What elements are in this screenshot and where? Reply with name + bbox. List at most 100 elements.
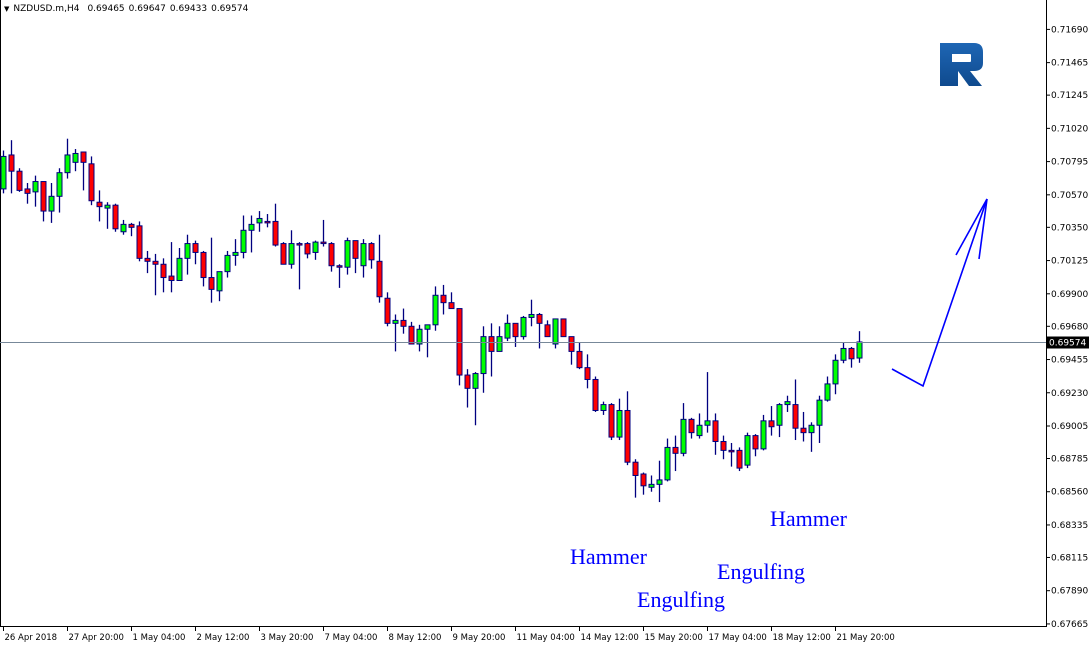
y-tick-label: 0.71690 bbox=[1051, 25, 1088, 35]
candle bbox=[144, 250, 151, 274]
chart-header: ▼ NZDUSD.m,H4 0.69465 0.69647 0.69433 0.… bbox=[4, 4, 248, 14]
candle bbox=[352, 240, 359, 274]
bear-candle-body bbox=[440, 294, 447, 304]
annotation-hammer-1: Hammer bbox=[570, 544, 647, 569]
candle bbox=[800, 411, 807, 442]
x-tick-label: 8 May 12:00 bbox=[389, 633, 442, 643]
candle bbox=[208, 237, 215, 303]
candle bbox=[96, 190, 103, 222]
dropdown-triangle-icon[interactable]: ▼ bbox=[4, 5, 10, 13]
candle bbox=[120, 219, 127, 235]
candle bbox=[40, 181, 47, 222]
bear-candle-body bbox=[8, 154, 15, 172]
candle bbox=[536, 312, 543, 349]
bull-candle-body bbox=[744, 435, 751, 466]
bear-candle-body bbox=[336, 265, 343, 268]
bear-candle-body bbox=[320, 241, 327, 245]
y-tick-label: 0.69900 bbox=[1051, 290, 1088, 300]
x-tick-label: 7 May 04:00 bbox=[325, 633, 378, 643]
bull-candle-body bbox=[552, 318, 559, 345]
forecast-arrow bbox=[891, 198, 988, 388]
candle bbox=[200, 250, 207, 287]
candle bbox=[288, 230, 295, 269]
candle bbox=[112, 203, 119, 232]
annotation-hammer-2: Hammer bbox=[770, 506, 847, 531]
candles-layer bbox=[0, 138, 863, 503]
bear-candle-body bbox=[752, 435, 759, 450]
bear-candle-body bbox=[536, 313, 543, 324]
candle bbox=[256, 211, 263, 232]
candle bbox=[304, 242, 311, 259]
candle bbox=[480, 326, 487, 393]
y-tick-label: 0.71020 bbox=[1051, 124, 1088, 134]
y-axis: 0.71690 0.71465 0.71245 0.71020 0.70795 0.705… bbox=[1046, 25, 1089, 630]
forecast-arrow-path bbox=[891, 198, 988, 388]
bear-candle-body bbox=[368, 243, 375, 261]
y-tick-label: 0.68785 bbox=[1051, 454, 1088, 464]
candle bbox=[264, 214, 271, 228]
candle bbox=[808, 422, 815, 452]
bull-candle-body bbox=[240, 229, 247, 253]
low-value: 0.69433 bbox=[169, 4, 208, 14]
bull-candle-body bbox=[528, 313, 535, 318]
bear-candle-body bbox=[384, 297, 391, 324]
bear-candle-body bbox=[96, 201, 103, 208]
candle bbox=[776, 403, 783, 438]
candle bbox=[496, 326, 503, 352]
y-tick-label: 0.69680 bbox=[1051, 322, 1088, 332]
candle bbox=[568, 336, 575, 365]
candle bbox=[672, 435, 679, 472]
bull-candle-body bbox=[832, 359, 839, 385]
bull-candle-body bbox=[840, 347, 847, 361]
candle bbox=[136, 221, 143, 262]
candle bbox=[384, 292, 391, 327]
bear-candle-body bbox=[160, 263, 167, 279]
candle bbox=[640, 472, 647, 495]
x-tick-label: 18 May 12:00 bbox=[773, 633, 831, 643]
bear-candle-body bbox=[24, 188, 31, 194]
candle bbox=[344, 237, 351, 275]
candle bbox=[128, 222, 135, 237]
bear-candle-body bbox=[112, 204, 119, 230]
bear-candle-body bbox=[128, 223, 135, 228]
bear-candle-body bbox=[576, 350, 583, 369]
candle bbox=[576, 342, 583, 370]
y-tick-label: 0.67890 bbox=[1051, 587, 1088, 597]
x-tick-label: 9 May 20:00 bbox=[453, 633, 506, 643]
candle bbox=[64, 138, 71, 179]
candle bbox=[232, 239, 239, 266]
candle bbox=[688, 417, 695, 439]
bull-candle-body bbox=[416, 328, 423, 345]
candle bbox=[624, 391, 631, 466]
candle bbox=[0, 150, 7, 194]
candle bbox=[376, 234, 383, 303]
bull-candle-body bbox=[104, 204, 111, 209]
candle bbox=[736, 447, 743, 472]
bear-candle-body bbox=[136, 225, 143, 259]
candle bbox=[856, 331, 863, 363]
x-tick-label: 21 May 20:00 bbox=[837, 633, 895, 643]
arrow-head-right bbox=[978, 198, 988, 260]
bull-candle-body bbox=[312, 241, 319, 253]
candle bbox=[528, 299, 535, 327]
candle bbox=[848, 346, 855, 368]
bear-candle-body bbox=[568, 336, 575, 352]
candle bbox=[696, 413, 703, 439]
bear-candle-body bbox=[592, 378, 599, 411]
bull-candle-body bbox=[64, 154, 71, 174]
bear-candle-body bbox=[560, 318, 567, 338]
candle bbox=[24, 183, 31, 204]
bull-candle-body bbox=[72, 152, 79, 163]
candle bbox=[8, 140, 15, 194]
bear-candle-body bbox=[848, 347, 855, 360]
candle bbox=[560, 318, 567, 338]
candle bbox=[792, 379, 799, 441]
bull-candle-body bbox=[664, 446, 671, 481]
candle bbox=[280, 242, 287, 265]
candle bbox=[680, 403, 687, 457]
bull-candle-body bbox=[256, 217, 263, 224]
bear-candle-body bbox=[488, 336, 495, 352]
y-tick-label: 0.69455 bbox=[1051, 356, 1088, 366]
bear-candle-body bbox=[464, 374, 471, 389]
